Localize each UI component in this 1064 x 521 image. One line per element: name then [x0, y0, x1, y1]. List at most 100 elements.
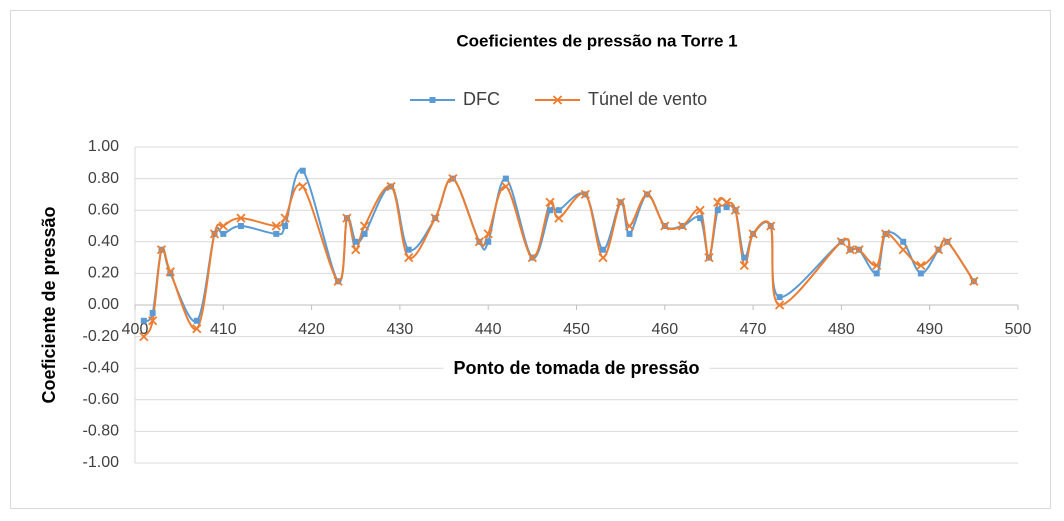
y-tick-label: 0.20: [88, 265, 119, 282]
data-point: [351, 245, 361, 255]
data-point: [192, 324, 202, 334]
data-point: [333, 276, 343, 286]
x-axis-title: Ponto de tomada de pressão: [453, 358, 699, 378]
data-point: [149, 309, 156, 316]
x-tick-label: 490: [916, 321, 943, 338]
y-tick-label: 0.60: [88, 201, 119, 218]
data-point: [545, 197, 555, 207]
data-point: [193, 317, 200, 324]
x-tick-label: 460: [651, 321, 678, 338]
y-tick-label: 1.00: [88, 138, 119, 155]
data-point: [474, 237, 485, 247]
data-point: [933, 245, 944, 255]
y-tick-label: 0.80: [88, 170, 119, 187]
data-point: [916, 260, 926, 271]
data-point: [342, 213, 352, 223]
data-point: [766, 221, 776, 231]
x-tick-label: 480: [828, 321, 855, 338]
data-point: [165, 267, 175, 277]
data-point: [598, 252, 608, 263]
y-tick-label: -0.20: [83, 328, 120, 345]
data-point: [282, 223, 289, 229]
data-point: [502, 175, 509, 182]
series-line: [142, 177, 975, 338]
data-point: [299, 167, 306, 174]
data-point: [739, 260, 749, 271]
y-tick-label: -0.60: [83, 391, 120, 408]
data-point: [872, 260, 882, 271]
data-point: [140, 317, 147, 324]
data-point: [148, 316, 158, 326]
data-point: [776, 294, 783, 301]
data-point: [280, 213, 290, 223]
data-point: [845, 245, 855, 255]
data-point: [642, 189, 652, 200]
data-point: [167, 270, 174, 277]
data-point: [723, 204, 730, 211]
x-tick-label: 420: [298, 321, 325, 338]
data-point: [660, 221, 670, 231]
x-axis-title-background: [443, 355, 710, 380]
data-point: [359, 221, 370, 231]
data-point: [969, 276, 979, 286]
data-point: [361, 230, 368, 237]
data-point: [900, 238, 907, 245]
data-point: [880, 229, 891, 239]
data-point: [271, 221, 281, 231]
data-point: [298, 181, 308, 192]
data-point: [352, 238, 359, 245]
data-point: [501, 181, 511, 192]
data-point: [547, 207, 554, 214]
y-tick-label: -0.80: [83, 423, 120, 440]
data-point: [599, 246, 606, 253]
legend-label: DFC: [463, 89, 500, 109]
legend-label: Túnel de vento: [588, 89, 707, 109]
x-tick-label: 470: [740, 321, 767, 338]
x-tick-label: 410: [210, 321, 237, 338]
data-point: [836, 237, 847, 247]
data-point: [220, 230, 227, 237]
x-tick-label: 430: [387, 321, 414, 338]
data-point: [741, 254, 748, 261]
data-point: [695, 205, 705, 215]
chart-title: Coeficientes de pressão na Torre 1: [456, 31, 737, 50]
data-point: [730, 205, 741, 215]
data-point: [917, 270, 924, 277]
data-point: [774, 300, 785, 310]
data-point: [580, 189, 590, 200]
data-point: [748, 229, 758, 239]
legend-marker: [552, 95, 563, 105]
data-point: [448, 173, 458, 184]
data-point: [237, 223, 244, 229]
y-tick-label: 0.40: [88, 233, 119, 250]
data-point: [697, 215, 704, 222]
y-tick-label: 0.00: [88, 296, 119, 313]
data-point: [942, 237, 952, 247]
y-tick-label: -0.40: [83, 359, 120, 376]
data-point: [854, 245, 864, 255]
data-point: [273, 230, 280, 237]
y-axis-title: Coeficiente de pressão: [39, 206, 59, 403]
data-point: [139, 331, 149, 342]
data-point: [236, 213, 246, 223]
data-point: [430, 213, 440, 223]
data-point: [704, 252, 714, 263]
data-point: [713, 197, 723, 207]
x-tick-label: 440: [475, 321, 502, 338]
data-point: [156, 245, 167, 255]
data-point: [404, 252, 414, 263]
data-point: [873, 270, 880, 277]
data-point: [616, 197, 626, 207]
x-tick-label: 500: [1005, 321, 1032, 338]
data-point: [624, 221, 635, 231]
data-point: [554, 213, 564, 223]
data-point: [555, 207, 562, 214]
data-point: [386, 181, 396, 192]
data-point: [527, 252, 537, 263]
x-tick-label: 450: [563, 321, 590, 338]
data-point: [218, 221, 228, 231]
legend-marker: [429, 97, 436, 103]
data-point: [714, 207, 721, 214]
